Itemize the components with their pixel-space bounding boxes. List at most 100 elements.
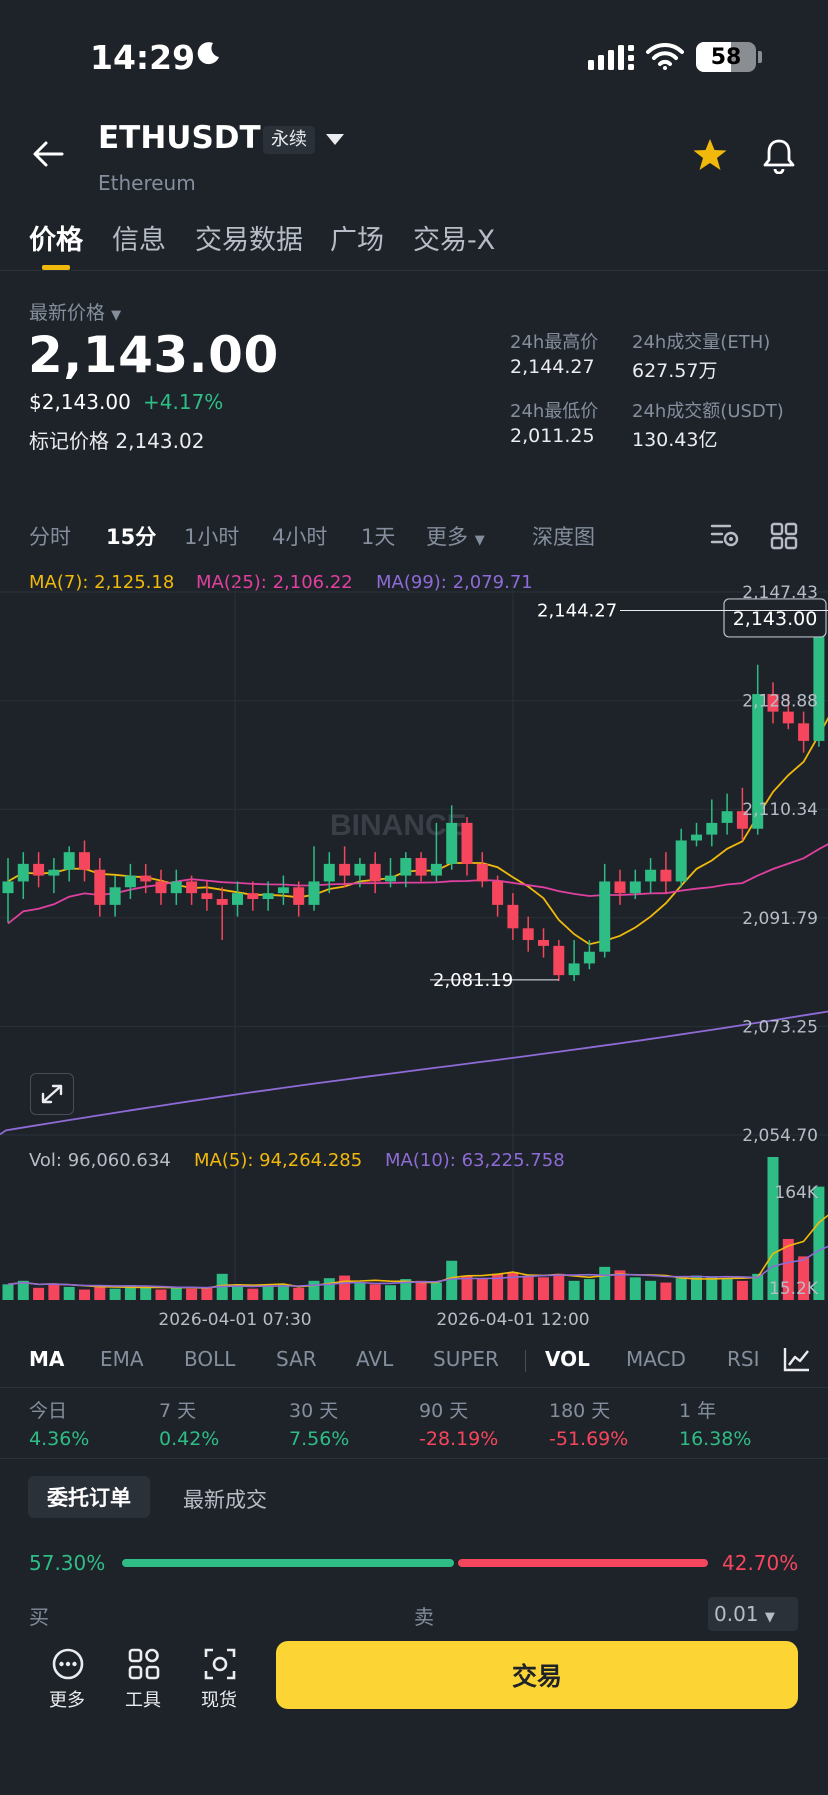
- candle-body: [568, 963, 580, 976]
- tab-recent-trades[interactable]: 最新成交: [183, 1488, 267, 1512]
- battery-indicator: 58: [696, 42, 756, 72]
- volume-bar: [782, 1238, 794, 1300]
- candle-body: [446, 822, 458, 864]
- candle-body: [170, 881, 182, 894]
- candle-body: [492, 881, 504, 905]
- more-icon[interactable]: [51, 1647, 85, 1681]
- depth-chart-tab[interactable]: 深度图: [532, 525, 595, 549]
- precision-select[interactable]: 0.01 ▼: [708, 1597, 798, 1631]
- low-label: 24h最低价: [510, 401, 599, 422]
- candle-body: [17, 863, 29, 882]
- volume-bar: [48, 1283, 60, 1300]
- interval-more[interactable]: 更多 ▼: [426, 525, 485, 549]
- sell-ratio-bar: [458, 1559, 708, 1567]
- tab-order-book[interactable]: 委托订单: [28, 1476, 150, 1518]
- spot-icon[interactable]: [203, 1647, 237, 1681]
- indicator-settings-icon[interactable]: [782, 1345, 812, 1373]
- favorite-star-icon[interactable]: [692, 138, 728, 172]
- volume-bar: [63, 1286, 75, 1300]
- moon-icon: [197, 42, 219, 65]
- indicator-rsi[interactable]: RSI: [727, 1347, 760, 1371]
- tab-square[interactable]: 广场: [330, 225, 384, 256]
- perf-value-today: 4.36%: [29, 1428, 90, 1450]
- indicator-sar[interactable]: SAR: [276, 1347, 317, 1371]
- volume-bar: [17, 1280, 29, 1300]
- volume-bar: [262, 1286, 274, 1300]
- indicator-super[interactable]: SUPER: [433, 1347, 499, 1371]
- spot-label[interactable]: 现货: [201, 1690, 237, 1711]
- tools-label[interactable]: 工具: [125, 1690, 161, 1711]
- candle-body: [798, 723, 810, 741]
- low-value: 2,011.25: [510, 425, 595, 447]
- interval-15m[interactable]: 15分: [106, 525, 157, 549]
- sell-percent: 42.70%: [722, 1551, 799, 1575]
- candle-body: [201, 893, 213, 900]
- time-axis: 2026-04-01 07:30 2026-04-01 12:00: [158, 1310, 589, 1330]
- expand-chart-button[interactable]: [30, 1073, 74, 1115]
- last-price-label[interactable]: 最新价格 ▼: [29, 302, 122, 324]
- candle-body: [507, 904, 519, 929]
- chart-settings-icon[interactable]: [710, 522, 740, 550]
- perf-value-30d: 7.56%: [289, 1428, 350, 1450]
- price-axis-label: 2,091.79: [742, 909, 818, 929]
- candlestick-chart[interactable]: BINANCE 2,147.43 2,128.88 2,110.34 2,091.79…: [0, 580, 828, 1340]
- expand-icon: [41, 1084, 63, 1104]
- volume-bar: [446, 1260, 458, 1300]
- price-axis-label: 2,147.43: [742, 583, 818, 603]
- volume-bar: [706, 1277, 718, 1300]
- tab-active-indicator: [42, 265, 70, 270]
- volume-bar: [155, 1289, 167, 1300]
- tab-info[interactable]: 信息: [112, 225, 166, 256]
- volume-bar: [186, 1288, 198, 1300]
- indicator-vol[interactable]: VOL: [545, 1347, 590, 1371]
- candle-body: [583, 951, 595, 964]
- volume-bar: [293, 1287, 305, 1300]
- volume-bar: [736, 1280, 748, 1300]
- indicator-ma[interactable]: MA: [29, 1347, 65, 1371]
- candle-body: [124, 875, 136, 888]
- volume-bar: [721, 1279, 733, 1300]
- perf-divider: [0, 1458, 828, 1459]
- more-label[interactable]: 更多: [49, 1690, 85, 1711]
- volume-bar: [308, 1280, 320, 1300]
- interval-line[interactable]: 分时: [29, 525, 71, 549]
- interval-1d[interactable]: 1天: [361, 525, 396, 549]
- trade-button[interactable]: 交易: [276, 1641, 798, 1709]
- volume-bar: [94, 1286, 106, 1300]
- indicator-avl[interactable]: AVL: [356, 1347, 394, 1371]
- vol-usdt-value: 130.43亿: [632, 429, 718, 451]
- candle-body: [216, 899, 228, 905]
- volume-bar: [201, 1287, 213, 1300]
- tab-trade-x[interactable]: 交易-X: [413, 225, 496, 256]
- signal-icon: [588, 45, 634, 70]
- perf-value-7d: 0.42%: [159, 1428, 220, 1450]
- volume-bar: [492, 1273, 504, 1300]
- volume-bar: [767, 1157, 779, 1300]
- interval-1h[interactable]: 1小时: [184, 525, 240, 549]
- grid-layout-icon[interactable]: [770, 522, 798, 550]
- perf-label-90d: 90 天: [419, 1400, 469, 1422]
- candle-body: [645, 869, 657, 882]
- bell-icon[interactable]: [762, 138, 796, 174]
- volume-bar: [79, 1289, 90, 1300]
- volume-axis-label: 15.2K: [769, 1279, 819, 1299]
- price-axis-label: 2,110.34: [742, 800, 818, 820]
- tools-icon[interactable]: [127, 1647, 161, 1681]
- indicator-boll[interactable]: BOLL: [184, 1347, 236, 1371]
- volume-bar: [415, 1280, 427, 1300]
- indicator-macd[interactable]: MACD: [626, 1347, 686, 1371]
- back-arrow-icon[interactable]: [32, 140, 64, 168]
- volume-ma10-line: [7, 1245, 828, 1289]
- volume-bar: [323, 1278, 335, 1300]
- chart-grid: [0, 580, 828, 1300]
- candle-body: [354, 863, 366, 876]
- tab-price[interactable]: 价格: [29, 225, 83, 256]
- candle-body: [155, 881, 167, 894]
- tabs-divider: [0, 270, 828, 271]
- indicator-ema[interactable]: EMA: [100, 1347, 144, 1371]
- interval-4h[interactable]: 4小时: [272, 525, 328, 549]
- volume-bar: [568, 1280, 580, 1300]
- tab-trading-data[interactable]: 交易数据: [195, 225, 303, 256]
- symbol-dropdown-icon[interactable]: [326, 134, 344, 145]
- symbol-title[interactable]: ETHUSDT: [98, 120, 261, 156]
